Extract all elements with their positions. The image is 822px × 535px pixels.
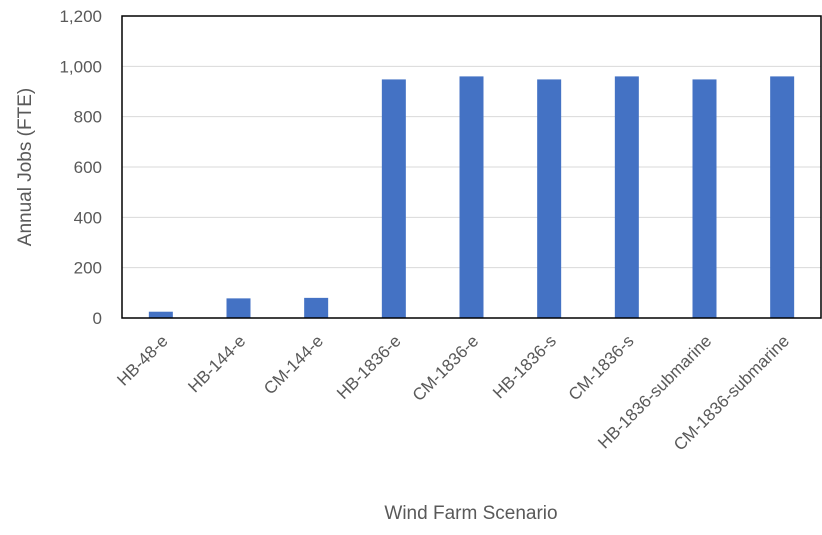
x-tick-label: HB-1836-e — [333, 331, 405, 403]
x-tick-label: CM-144-e — [260, 331, 327, 398]
bar — [770, 76, 795, 319]
bar — [304, 297, 329, 318]
y-tick-label: 800 — [74, 108, 102, 127]
bar — [459, 76, 484, 319]
bar — [614, 76, 639, 319]
y-tick-label: 200 — [74, 259, 102, 278]
y-tick-label: 1,200 — [59, 7, 102, 26]
x-axis-ticks: HB-48-e HB-144-e CM-144-e HB-1836-e CM-1836-… — [113, 331, 793, 454]
x-axis-title: Wind Farm Scenario — [384, 503, 557, 524]
x-tick-label: HB-144-e — [184, 331, 249, 396]
y-axis-ticks: 0 200 400 600 800 1,000 1,200 — [59, 7, 102, 328]
x-tick-label: CM-1836-s — [565, 331, 638, 404]
bars — [148, 76, 795, 319]
y-tick-label: 400 — [74, 208, 102, 227]
y-axis-title: Annual Jobs (FTE) — [15, 88, 36, 246]
y-tick-label: 1,000 — [59, 57, 102, 76]
plot-frame — [121, 15, 822, 319]
bar — [692, 79, 717, 318]
bar — [537, 79, 562, 318]
bar — [381, 79, 406, 318]
x-tick-label: HB-48-e — [113, 331, 171, 389]
y-tick-label: 0 — [93, 309, 102, 328]
bar — [226, 298, 251, 318]
x-tick-label: HB-1836-s — [489, 331, 560, 402]
bar — [148, 311, 173, 318]
x-tick-label: CM-1836-e — [409, 331, 483, 405]
y-tick-label: 600 — [74, 158, 102, 177]
